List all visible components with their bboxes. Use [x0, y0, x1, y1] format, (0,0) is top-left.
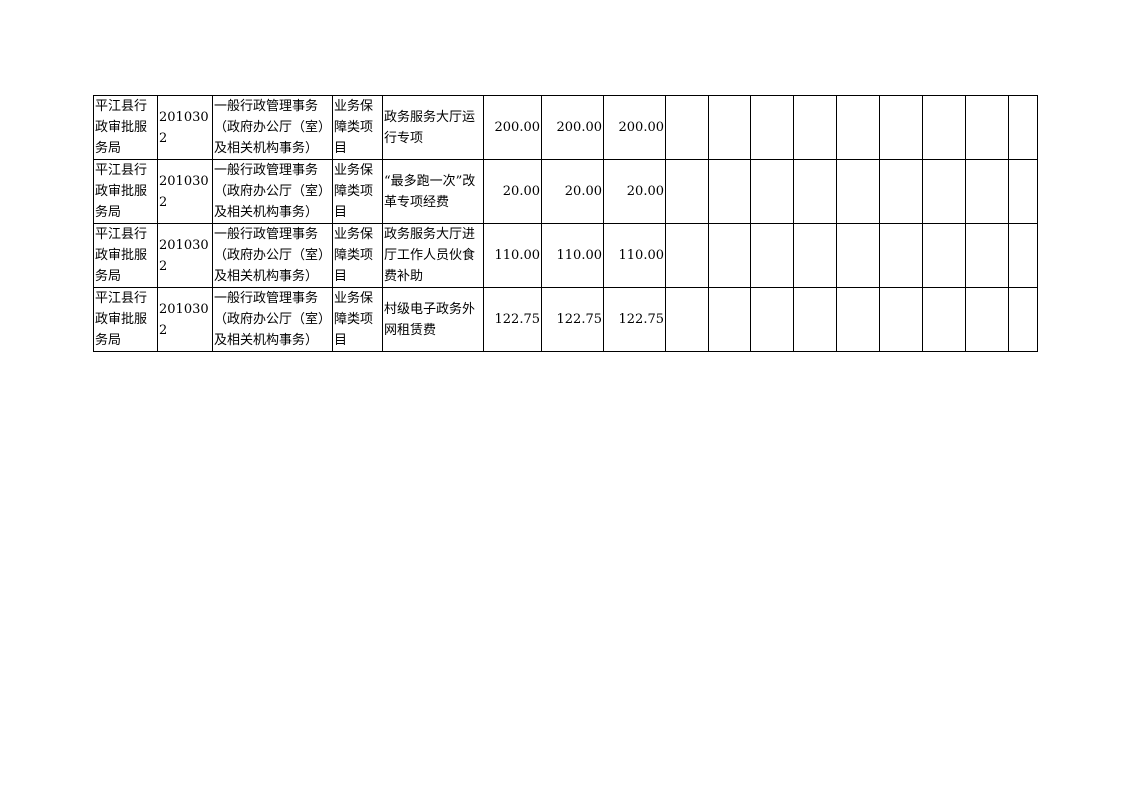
- cell-v1: 20.00: [483, 159, 542, 224]
- cell-empty: [665, 159, 709, 224]
- cell-empty: [836, 223, 880, 288]
- cell-empty: [922, 223, 966, 288]
- cell-v3: 110.00: [603, 223, 666, 288]
- cell-v2: 110.00: [541, 223, 604, 288]
- cell-empty: [879, 95, 923, 160]
- cell-unit: 平江县行政审批服务局: [93, 95, 158, 160]
- cell-unit: 平江县行政审批服务局: [93, 159, 158, 224]
- cell-empty: [879, 223, 923, 288]
- cell-empty: [750, 287, 794, 352]
- cell-empty: [879, 287, 923, 352]
- cell-empty: [922, 287, 966, 352]
- cell-type: 业务保障类项目: [332, 95, 383, 160]
- cell-type: 业务保障类项目: [332, 223, 383, 288]
- table-row: 平江县行政审批服务局 2010302 一般行政管理事务（政府办公厅（室）及相关机构事…: [93, 95, 1038, 160]
- cell-empty: [922, 95, 966, 160]
- cell-empty: [1008, 287, 1038, 352]
- cell-empty: [965, 223, 1009, 288]
- cell-empty: [750, 95, 794, 160]
- cell-empty: [1008, 223, 1038, 288]
- cell-empty: [708, 287, 751, 352]
- cell-empty: [708, 95, 751, 160]
- cell-empty: [879, 159, 923, 224]
- cell-empty: [665, 223, 709, 288]
- cell-type: 业务保障类项目: [332, 159, 383, 224]
- cell-unit: 平江县行政审批服务局: [93, 287, 158, 352]
- cell-v1: 122.75: [483, 287, 542, 352]
- cell-code: 2010302: [157, 223, 213, 288]
- cell-code: 2010302: [157, 159, 213, 224]
- cell-empty: [665, 287, 709, 352]
- cell-empty: [1008, 95, 1038, 160]
- table-row: 平江县行政审批服务局 2010302 一般行政管理事务（政府办公厅（室）及相关机构事…: [93, 287, 1038, 352]
- cell-empty: [750, 223, 794, 288]
- cell-code: 2010302: [157, 287, 213, 352]
- cell-empty: [1008, 159, 1038, 224]
- cell-v2: 20.00: [541, 159, 604, 224]
- cell-empty: [922, 159, 966, 224]
- cell-empty: [836, 159, 880, 224]
- cell-empty: [665, 95, 709, 160]
- cell-project: 政务服务大厅运行专项: [382, 95, 484, 160]
- cell-v1: 110.00: [483, 223, 542, 288]
- cell-empty: [708, 223, 751, 288]
- cell-empty: [750, 159, 794, 224]
- cell-type: 业务保障类项目: [332, 287, 383, 352]
- cell-project: 村级电子政务外网租赁费: [382, 287, 484, 352]
- cell-empty: [836, 287, 880, 352]
- cell-v3: 122.75: [603, 287, 666, 352]
- cell-category: 一般行政管理事务（政府办公厅（室）及相关机构事务）: [212, 159, 333, 224]
- cell-v3: 20.00: [603, 159, 666, 224]
- cell-v2: 200.00: [541, 95, 604, 160]
- cell-project: “最多跑一次”改革专项经费: [382, 159, 484, 224]
- table-row: 平江县行政审批服务局 2010302 一般行政管理事务（政府办公厅（室）及相关机构事…: [93, 223, 1038, 288]
- cell-empty: [836, 95, 880, 160]
- cell-empty: [965, 95, 1009, 160]
- cell-category: 一般行政管理事务（政府办公厅（室）及相关机构事务）: [212, 95, 333, 160]
- cell-category: 一般行政管理事务（政府办公厅（室）及相关机构事务）: [212, 223, 333, 288]
- cell-empty: [965, 287, 1009, 352]
- cell-empty: [793, 95, 837, 160]
- cell-empty: [793, 159, 837, 224]
- cell-v3: 200.00: [603, 95, 666, 160]
- table-body: 平江县行政审批服务局 2010302 一般行政管理事务（政府办公厅（室）及相关机构事…: [93, 95, 1038, 352]
- cell-empty: [708, 159, 751, 224]
- budget-table: 平江县行政审批服务局 2010302 一般行政管理事务（政府办公厅（室）及相关机构事…: [93, 95, 1038, 352]
- table-row: 平江县行政审批服务局 2010302 一般行政管理事务（政府办公厅（室）及相关机构事…: [93, 159, 1038, 224]
- cell-empty: [793, 223, 837, 288]
- cell-empty: [965, 159, 1009, 224]
- cell-category: 一般行政管理事务（政府办公厅（室）及相关机构事务）: [212, 287, 333, 352]
- cell-v2: 122.75: [541, 287, 604, 352]
- cell-empty: [793, 287, 837, 352]
- cell-unit: 平江县行政审批服务局: [93, 223, 158, 288]
- cell-v1: 200.00: [483, 95, 542, 160]
- cell-project: 政务服务大厅进厅工作人员伙食费补助: [382, 223, 484, 288]
- cell-code: 2010302: [157, 95, 213, 160]
